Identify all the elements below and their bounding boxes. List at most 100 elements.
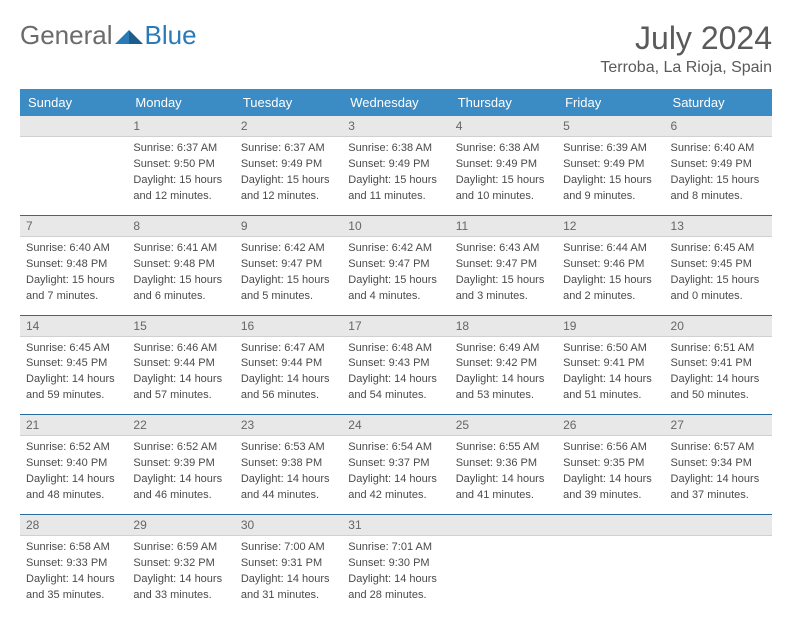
daylight-line: Daylight: 14 hours and 54 minutes. xyxy=(348,373,437,401)
day-info xyxy=(20,137,127,193)
day-number: 12 xyxy=(557,216,664,237)
calendar-day-cell: 22Sunrise: 6:52 AMSunset: 9:39 PMDayligh… xyxy=(127,415,234,515)
daylight-line: Daylight: 15 hours and 12 minutes. xyxy=(133,174,222,202)
sunset-line: Sunset: 9:43 PM xyxy=(348,357,429,369)
day-info: Sunrise: 6:52 AMSunset: 9:39 PMDaylight:… xyxy=(127,436,234,514)
sunset-line: Sunset: 9:45 PM xyxy=(671,258,752,270)
daylight-line: Daylight: 14 hours and 42 minutes. xyxy=(348,473,437,501)
daylight-line: Daylight: 15 hours and 6 minutes. xyxy=(133,274,222,302)
day-info: Sunrise: 6:40 AMSunset: 9:48 PMDaylight:… xyxy=(20,237,127,315)
calendar-day-cell: 12Sunrise: 6:44 AMSunset: 9:46 PMDayligh… xyxy=(557,215,664,315)
daylight-line: Daylight: 14 hours and 28 minutes. xyxy=(348,573,437,601)
calendar-day-cell: 13Sunrise: 6:45 AMSunset: 9:45 PMDayligh… xyxy=(665,215,772,315)
sunrise-line: Sunrise: 6:52 AM xyxy=(133,441,217,453)
day-info: Sunrise: 6:45 AMSunset: 9:45 PMDaylight:… xyxy=(20,337,127,415)
day-info: Sunrise: 6:53 AMSunset: 9:38 PMDaylight:… xyxy=(235,436,342,514)
day-info: Sunrise: 6:41 AMSunset: 9:48 PMDaylight:… xyxy=(127,237,234,315)
day-info: Sunrise: 7:01 AMSunset: 9:30 PMDaylight:… xyxy=(342,536,449,614)
sunset-line: Sunset: 9:47 PM xyxy=(348,258,429,270)
sunrise-line: Sunrise: 6:54 AM xyxy=(348,441,432,453)
day-number xyxy=(557,515,664,536)
day-info: Sunrise: 7:00 AMSunset: 9:31 PMDaylight:… xyxy=(235,536,342,614)
day-number: 16 xyxy=(235,316,342,337)
day-number: 28 xyxy=(20,515,127,536)
day-number: 19 xyxy=(557,316,664,337)
sunrise-line: Sunrise: 6:42 AM xyxy=(241,242,325,254)
weekday-header: Thursday xyxy=(450,89,557,116)
calendar-week-row: 7Sunrise: 6:40 AMSunset: 9:48 PMDaylight… xyxy=(20,215,772,315)
day-number: 23 xyxy=(235,415,342,436)
day-info: Sunrise: 6:38 AMSunset: 9:49 PMDaylight:… xyxy=(450,137,557,215)
sunrise-line: Sunrise: 6:37 AM xyxy=(133,142,217,154)
sunset-line: Sunset: 9:33 PM xyxy=(26,557,107,569)
daylight-line: Daylight: 14 hours and 57 minutes. xyxy=(133,373,222,401)
daylight-line: Daylight: 14 hours and 59 minutes. xyxy=(26,373,115,401)
calendar-week-row: 28Sunrise: 6:58 AMSunset: 9:33 PMDayligh… xyxy=(20,515,772,614)
sunrise-line: Sunrise: 6:51 AM xyxy=(671,342,755,354)
sunset-line: Sunset: 9:49 PM xyxy=(456,158,537,170)
sunrise-line: Sunrise: 6:48 AM xyxy=(348,342,432,354)
sunrise-line: Sunrise: 6:46 AM xyxy=(133,342,217,354)
day-number: 31 xyxy=(342,515,449,536)
day-number: 6 xyxy=(665,116,772,137)
calendar-day-cell: 28Sunrise: 6:58 AMSunset: 9:33 PMDayligh… xyxy=(20,515,127,614)
sunrise-line: Sunrise: 6:38 AM xyxy=(456,142,540,154)
sunset-line: Sunset: 9:48 PM xyxy=(133,258,214,270)
day-number: 9 xyxy=(235,216,342,237)
calendar-day-cell: 18Sunrise: 6:49 AMSunset: 9:42 PMDayligh… xyxy=(450,315,557,415)
day-info: Sunrise: 6:50 AMSunset: 9:41 PMDaylight:… xyxy=(557,337,664,415)
weekday-header: Saturday xyxy=(665,89,772,116)
sunset-line: Sunset: 9:32 PM xyxy=(133,557,214,569)
sunset-line: Sunset: 9:42 PM xyxy=(456,357,537,369)
brand-triangle-icon xyxy=(115,26,143,46)
sunset-line: Sunset: 9:44 PM xyxy=(241,357,322,369)
calendar-day-cell: 17Sunrise: 6:48 AMSunset: 9:43 PMDayligh… xyxy=(342,315,449,415)
calendar-day-cell: 24Sunrise: 6:54 AMSunset: 9:37 PMDayligh… xyxy=(342,415,449,515)
sunrise-line: Sunrise: 6:38 AM xyxy=(348,142,432,154)
daylight-line: Daylight: 15 hours and 5 minutes. xyxy=(241,274,330,302)
daylight-line: Daylight: 14 hours and 44 minutes. xyxy=(241,473,330,501)
sunrise-line: Sunrise: 7:01 AM xyxy=(348,541,432,553)
day-info: Sunrise: 6:57 AMSunset: 9:34 PMDaylight:… xyxy=(665,436,772,514)
day-info: Sunrise: 6:45 AMSunset: 9:45 PMDaylight:… xyxy=(665,237,772,315)
sunrise-line: Sunrise: 6:49 AM xyxy=(456,342,540,354)
calendar-day-cell: 11Sunrise: 6:43 AMSunset: 9:47 PMDayligh… xyxy=(450,215,557,315)
day-number: 4 xyxy=(450,116,557,137)
day-info: Sunrise: 6:46 AMSunset: 9:44 PMDaylight:… xyxy=(127,337,234,415)
sunrise-line: Sunrise: 6:40 AM xyxy=(26,242,110,254)
day-number: 11 xyxy=(450,216,557,237)
calendar-body: 1Sunrise: 6:37 AMSunset: 9:50 PMDaylight… xyxy=(20,116,772,614)
daylight-line: Daylight: 14 hours and 50 minutes. xyxy=(671,373,760,401)
calendar-week-row: 1Sunrise: 6:37 AMSunset: 9:50 PMDaylight… xyxy=(20,116,772,215)
sunset-line: Sunset: 9:47 PM xyxy=(241,258,322,270)
day-number: 26 xyxy=(557,415,664,436)
sunrise-line: Sunrise: 6:56 AM xyxy=(563,441,647,453)
daylight-line: Daylight: 15 hours and 4 minutes. xyxy=(348,274,437,302)
day-info xyxy=(450,536,557,592)
day-info: Sunrise: 6:42 AM Sunset: 9:47 PM Daylight:… xyxy=(235,237,342,315)
day-number: 10 xyxy=(342,216,449,237)
weekday-header: Wednesday xyxy=(342,89,449,116)
day-info xyxy=(665,536,772,592)
calendar-day-cell: 15Sunrise: 6:46 AMSunset: 9:44 PMDayligh… xyxy=(127,315,234,415)
daylight-line: Daylight: 14 hours and 31 minutes. xyxy=(241,573,330,601)
calendar-day-cell: 14Sunrise: 6:45 AMSunset: 9:45 PMDayligh… xyxy=(20,315,127,415)
sunset-line: Sunset: 9:39 PM xyxy=(133,457,214,469)
day-info: Sunrise: 6:37 AMSunset: 9:49 PMDaylight:… xyxy=(235,137,342,215)
daylight-line: Daylight: 14 hours and 35 minutes. xyxy=(26,573,115,601)
calendar-empty-cell xyxy=(20,116,127,215)
day-info: Sunrise: 6:58 AMSunset: 9:33 PMDaylight:… xyxy=(20,536,127,614)
calendar-day-cell: 9 Sunrise: 6:42 AM Sunset: 9:47 PM Daylight… xyxy=(235,215,342,315)
day-number: 1 xyxy=(127,116,234,137)
sunset-line: Sunset: 9:36 PM xyxy=(456,457,537,469)
sunset-line: Sunset: 9:49 PM xyxy=(671,158,752,170)
daylight-line: Daylight: 14 hours and 41 minutes. xyxy=(456,473,545,501)
sunrise-line: Sunrise: 6:37 AM xyxy=(241,142,325,154)
sunrise-line: Sunrise: 6:55 AM xyxy=(456,441,540,453)
calendar-day-cell: 27Sunrise: 6:57 AMSunset: 9:34 PMDayligh… xyxy=(665,415,772,515)
sunrise-line: Sunrise: 6:40 AM xyxy=(671,142,755,154)
daylight-line: Daylight: 15 hours and 0 minutes. xyxy=(671,274,760,302)
day-info: Sunrise: 6:38 AMSunset: 9:49 PMDaylight:… xyxy=(342,137,449,215)
calendar-week-row: 21Sunrise: 6:52 AMSunset: 9:40 PMDayligh… xyxy=(20,415,772,515)
day-info: Sunrise: 6:47 AMSunset: 9:44 PMDaylight:… xyxy=(235,337,342,415)
